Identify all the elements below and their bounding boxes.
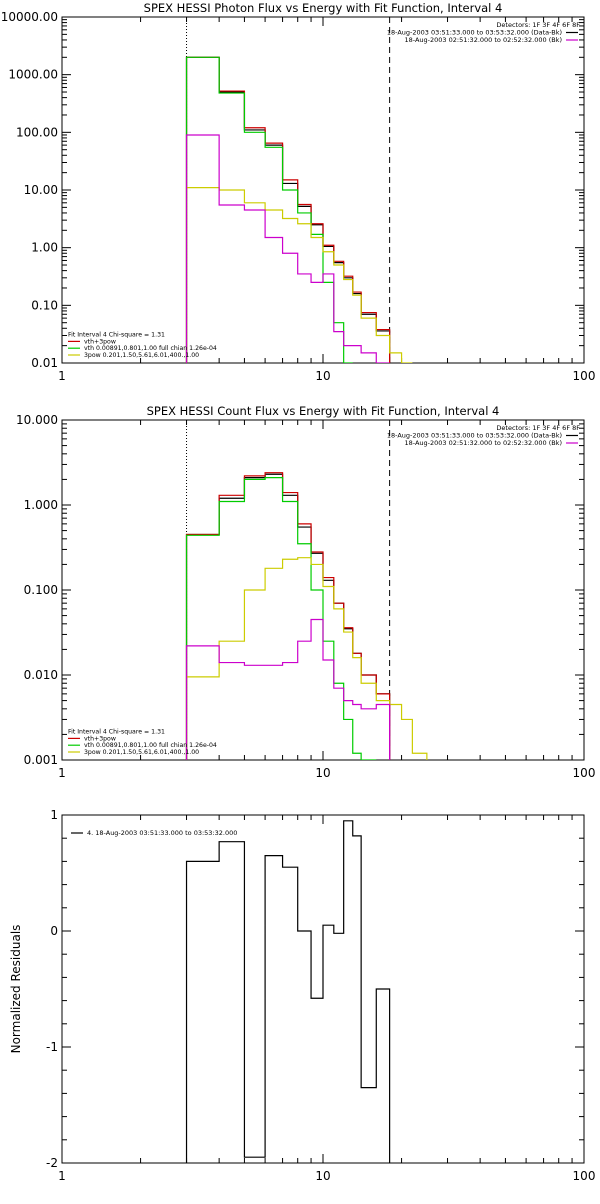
legend-bottom-text: 3pow 0.201,1.50,5.61,6.01,400.,1.00 — [84, 749, 199, 756]
series-line-5 — [185, 134, 390, 363]
y-tick-label: 1 — [50, 808, 58, 822]
chart-title: SPEX HESSI Photon Flux vs Energy with Fi… — [144, 1, 503, 15]
y-tick-label: 100.00 — [16, 125, 58, 139]
legend-top-text: 18-Aug-2003 03:51:33.000 to 03:53:32.000… — [387, 432, 562, 440]
y-tick-label: 0.01 — [31, 356, 58, 370]
x-tick-label: 100 — [573, 766, 596, 780]
series-line-1 — [185, 56, 391, 363]
y-tick-label: -1 — [46, 1040, 58, 1054]
y-tick-label: 0.100 — [24, 583, 58, 597]
y-tick-label: 1.00 — [31, 241, 58, 255]
x-tick-label: 100 — [573, 369, 596, 383]
y-tick-label: -2 — [46, 1156, 58, 1170]
series-line-3 — [185, 477, 377, 760]
series-line-1 — [185, 473, 391, 760]
panel-1: SPEX HESSI Photon Flux vs Energy with Fi… — [1, 1, 596, 383]
y-tick-label: 0 — [50, 924, 58, 938]
series-line-2 — [185, 56, 391, 363]
legend-top-text: 18-Aug-2003 02:51:32.000 to 02:52:32.000… — [405, 439, 562, 447]
legend-bottom-text: 3pow 0.201,1.50,5.61,6.01,400.,1.00 — [84, 352, 199, 359]
series-line-2 — [185, 472, 391, 760]
x-tick-label: 1 — [58, 369, 66, 383]
x-tick-label: 10 — [315, 369, 330, 383]
panel-2: SPEX HESSI Count Flux vs Energy with Fit… — [16, 404, 595, 780]
legend-bottom-text: vth 0.00891,0.801,1.00 full chian 1.26e-… — [84, 742, 217, 749]
y-tick-label: 10.000 — [16, 413, 58, 427]
y-tick-label: 0.001 — [24, 753, 58, 767]
legend-top-text: Detectors: 1F 3F 4F 6F 8F — [496, 424, 580, 432]
series-line-5 — [185, 618, 391, 760]
y-tick-label: 10000.00 — [1, 10, 58, 24]
y-tick-label: 10.00 — [24, 183, 58, 197]
series-line-4 — [185, 557, 428, 760]
y-tick-label: 0.10 — [31, 298, 58, 312]
legend-top-text: 18-Aug-2003 03:51:33.000 to 03:53:32.000… — [387, 29, 562, 37]
legend-top-text: Detectors: 1F 3F 4F 6F 8F — [496, 21, 580, 29]
x-tick-label: 1 — [58, 766, 66, 780]
legend-top-text: 18-Aug-2003 02:51:32.000 to 02:52:32.000… — [405, 36, 562, 44]
series-line-4 — [185, 187, 413, 363]
y-tick-label: 0.010 — [24, 668, 58, 682]
x-tick-label: 10 — [315, 766, 330, 780]
legend-text: 4. 18-Aug-2003 03:51:33.000 to 03:53:32.… — [87, 829, 237, 837]
plot-frame — [61, 16, 585, 364]
legend-bottom-text: vth 0.00891,0.801,1.00 full chian 1.26e-… — [84, 345, 217, 352]
y-axis-label: Normalized Residuals — [9, 925, 23, 1054]
legend-bottom-text: vth+3pow — [84, 338, 116, 345]
legend-bottom-text: vth+3pow — [84, 735, 116, 742]
x-tick-label: 1 — [58, 1169, 66, 1183]
legend-bottom-text: Fit Interval 4 Chi-square = 1.31 — [68, 729, 165, 736]
x-tick-label: 100 — [573, 1169, 596, 1183]
y-tick-label: 1.000 — [24, 498, 58, 512]
chart-title: SPEX HESSI Count Flux vs Energy with Fit… — [147, 404, 500, 418]
panel-3: 1 10 100 -2 -1 0 1 Normalized Residuals 4. 18-Au… — [9, 808, 595, 1183]
series-line-1 — [185, 820, 391, 1163]
x-tick-label: 10 — [315, 1169, 330, 1183]
legend-bottom-text: Fit Interval 4 Chi-square = 1.31 — [68, 332, 165, 339]
y-tick-label: 1000.00 — [8, 68, 58, 82]
